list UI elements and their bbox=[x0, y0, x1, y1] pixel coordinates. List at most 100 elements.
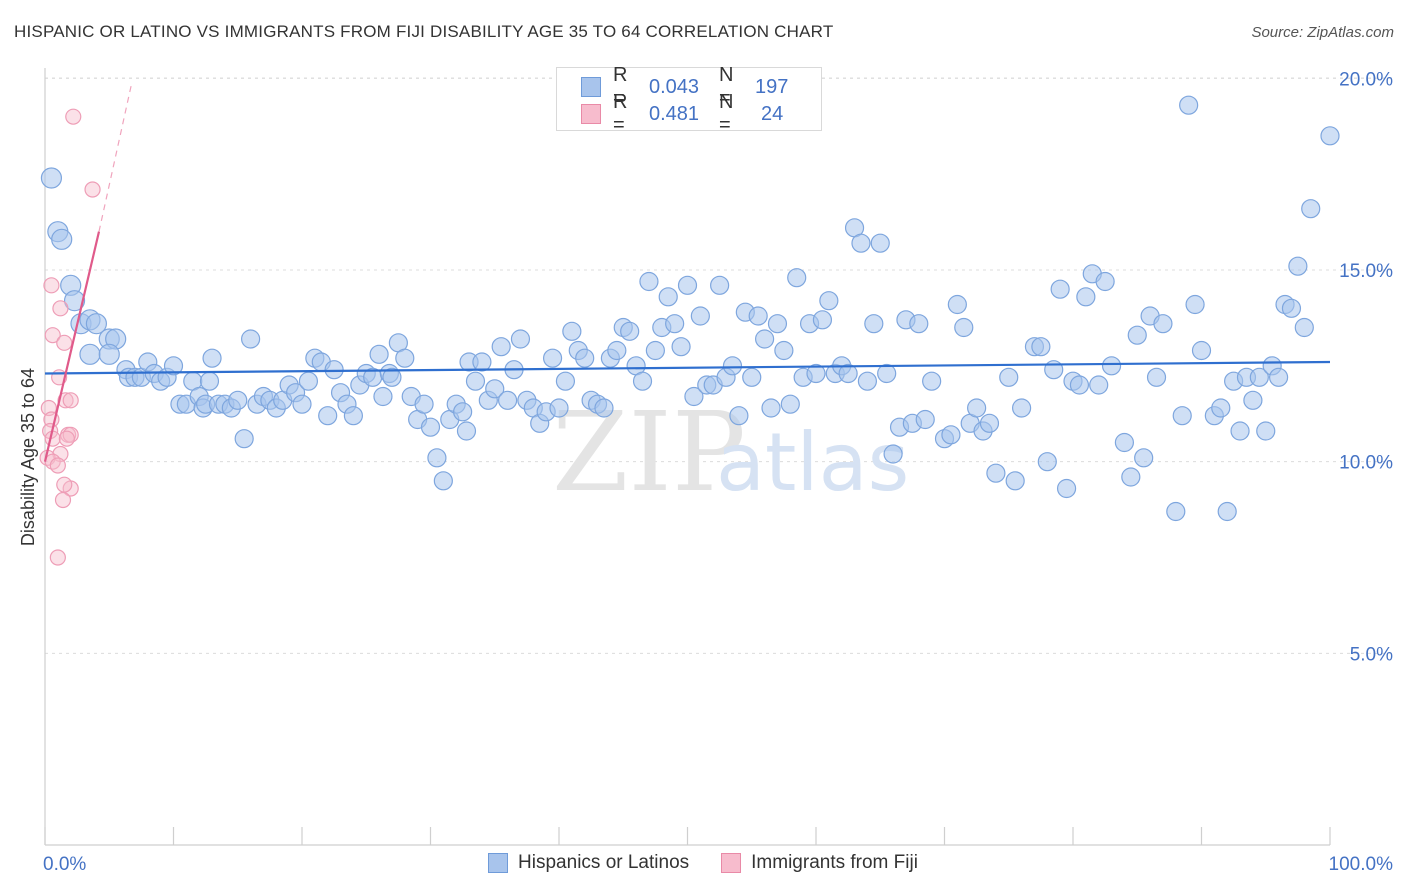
point-hispanic bbox=[767, 314, 788, 334]
point-hispanic bbox=[1191, 340, 1212, 361]
y-tick-label: 10.0% bbox=[1339, 453, 1393, 474]
point-hispanic bbox=[1101, 356, 1122, 376]
y-tick-label: 20.0% bbox=[1339, 69, 1393, 90]
point-hispanic bbox=[562, 321, 582, 341]
legend-item-hispanic: Hispanics or Latinos bbox=[488, 852, 689, 874]
point-hispanic bbox=[787, 268, 807, 288]
point-hispanic bbox=[1121, 467, 1141, 487]
point-hispanic bbox=[851, 233, 871, 253]
point-hispanic bbox=[1288, 256, 1308, 276]
point-hispanic bbox=[555, 371, 576, 391]
point-hispanic bbox=[472, 352, 492, 372]
point-hispanic bbox=[729, 406, 749, 426]
point-hispanic bbox=[594, 398, 614, 418]
point-hispanic bbox=[382, 367, 402, 387]
point-hispanic bbox=[607, 340, 627, 361]
legend-n-value-fiji: 24 bbox=[761, 102, 784, 125]
legend-swatch-fiji bbox=[581, 104, 601, 124]
point-hispanic bbox=[909, 314, 929, 334]
point-hispanic bbox=[369, 344, 389, 364]
point-hispanic bbox=[1281, 298, 1302, 318]
legend-n-label: N = bbox=[719, 64, 734, 109]
point-hispanic bbox=[427, 448, 447, 468]
point-hispanic bbox=[1185, 294, 1205, 315]
point-fiji bbox=[49, 457, 66, 474]
x-tick-label: 100.0% bbox=[1329, 854, 1394, 875]
point-hispanic bbox=[542, 348, 563, 368]
watermark-atlas: atlas bbox=[716, 416, 909, 509]
trend-extension-fiji bbox=[98, 85, 132, 232]
point-hispanic bbox=[915, 409, 935, 430]
point-hispanic bbox=[1031, 337, 1051, 357]
point-hispanic bbox=[1320, 126, 1340, 146]
point-hispanic bbox=[1256, 421, 1276, 441]
point-hispanic bbox=[922, 371, 942, 391]
legend-r-value-hispanic: 0.043 bbox=[649, 75, 700, 98]
point-hispanic bbox=[1127, 325, 1147, 345]
point-hispanic bbox=[241, 329, 261, 349]
point-hispanic bbox=[453, 402, 473, 422]
point-hispanic bbox=[98, 343, 120, 365]
point-hispanic bbox=[774, 340, 794, 361]
point-hispanic bbox=[79, 343, 101, 365]
trend-line-hispanic bbox=[44, 360, 1331, 375]
point-hispanic bbox=[864, 314, 884, 334]
point-hispanic bbox=[857, 371, 878, 391]
point-hispanic bbox=[1037, 452, 1057, 472]
point-hispanic bbox=[465, 371, 486, 391]
point-hispanic bbox=[690, 306, 710, 326]
point-hispanic bbox=[812, 310, 833, 330]
point-hispanic bbox=[51, 228, 73, 250]
legend-r-label: R = bbox=[613, 64, 628, 109]
point-hispanic bbox=[1076, 287, 1096, 307]
legend-n-value-hispanic: 197 bbox=[755, 75, 789, 98]
point-hispanic bbox=[986, 463, 1006, 483]
point-hispanic bbox=[510, 329, 531, 349]
legend-swatch-hispanic bbox=[581, 77, 601, 97]
legend-label-hispanic: Hispanics or Latinos bbox=[518, 852, 690, 873]
legend-item-fiji: Immigrants from Fiji bbox=[721, 852, 918, 874]
point-hispanic bbox=[877, 363, 897, 384]
point-hispanic bbox=[883, 444, 903, 464]
point-hispanic bbox=[491, 337, 511, 357]
point-hispanic bbox=[228, 390, 248, 410]
point-hispanic bbox=[1230, 421, 1250, 441]
point-hispanic bbox=[1172, 406, 1192, 426]
point-hispanic bbox=[979, 413, 1000, 433]
point-hispanic bbox=[433, 471, 453, 491]
point-hispanic bbox=[1268, 367, 1289, 387]
point-hispanic bbox=[1301, 199, 1321, 219]
legend-r-value-fiji: 0.481 bbox=[649, 102, 700, 125]
point-hispanic bbox=[549, 398, 569, 418]
tick-labels: 5.0% 10.0% 15.0% 20.0% 0.0% 100.0% bbox=[43, 69, 1393, 875]
point-hispanic bbox=[838, 363, 858, 384]
point-hispanic bbox=[677, 275, 698, 295]
legend-swatch-fiji bbox=[721, 853, 742, 873]
point-hispanic bbox=[684, 386, 704, 407]
point-hispanic bbox=[202, 348, 222, 368]
legend-label-fiji: Immigrants from Fiji bbox=[751, 852, 918, 873]
point-fiji bbox=[49, 549, 66, 566]
point-hispanic bbox=[343, 406, 363, 426]
legend-r-label: R = bbox=[613, 91, 628, 136]
point-hispanic bbox=[1166, 501, 1186, 522]
point-hispanic bbox=[671, 337, 691, 357]
point-hispanic bbox=[373, 386, 393, 407]
gridlines bbox=[45, 77, 1392, 654]
point-fiji bbox=[44, 327, 61, 344]
point-fiji bbox=[62, 392, 79, 409]
axes bbox=[44, 68, 1331, 846]
point-hispanic bbox=[1153, 314, 1173, 334]
point-hispanic bbox=[1005, 471, 1025, 491]
point-hispanic bbox=[318, 406, 338, 426]
point-hispanic bbox=[1114, 432, 1135, 453]
point-hispanic bbox=[1249, 367, 1269, 387]
point-hispanic bbox=[1211, 398, 1231, 418]
point-hispanic bbox=[1217, 501, 1237, 522]
watermark-zip: ZIP bbox=[552, 388, 746, 516]
point-hispanic bbox=[639, 271, 659, 292]
point-hispanic bbox=[748, 306, 768, 326]
point-hispanic bbox=[870, 233, 890, 253]
point-hispanic bbox=[645, 340, 665, 361]
